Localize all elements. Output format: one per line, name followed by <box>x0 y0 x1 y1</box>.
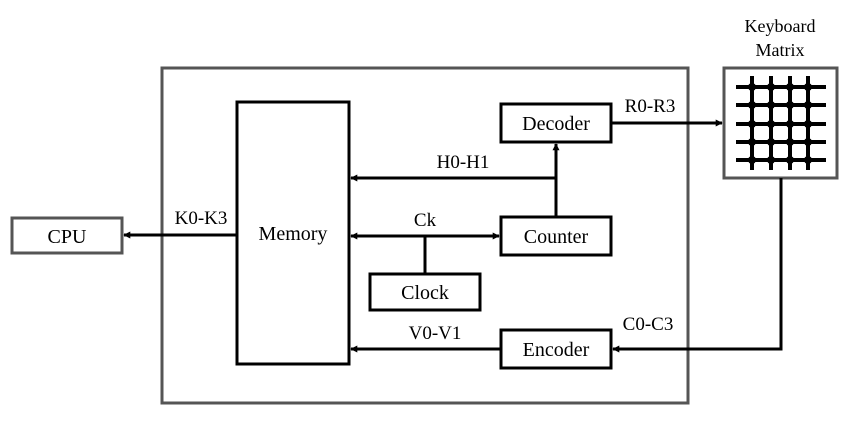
encoder-block: Encoder <box>499 328 613 370</box>
keyboard-matrix: Keyboard Matrix <box>722 16 839 180</box>
clock-block: Clock <box>368 272 482 312</box>
decoder-block: Decoder <box>499 102 613 144</box>
h-bus-label: H0-H1 <box>437 152 490 173</box>
decoder-label: Decoder <box>522 113 590 135</box>
c-bus-arrow <box>612 178 783 353</box>
clock-label: Clock <box>401 282 449 304</box>
h-bus-arrow <box>350 174 558 217</box>
ck-label: Ck <box>414 210 437 231</box>
k-bus-label: K0-K3 <box>175 208 228 229</box>
c-bus-label: C0-C3 <box>623 314 674 335</box>
cpu-label: CPU <box>48 226 87 248</box>
counter-block: Counter <box>499 215 613 257</box>
memory-block: Memory <box>235 100 351 366</box>
encoder-label: Encoder <box>523 339 590 361</box>
keyboard-title-line2: Matrix <box>756 40 805 60</box>
cpu-block: CPU <box>10 216 124 255</box>
counter-label: Counter <box>524 226 589 248</box>
v-bus-label: V0-V1 <box>409 323 462 344</box>
keyboard-title-line1: Keyboard <box>745 16 816 36</box>
r-bus-label: R0-R3 <box>625 96 676 117</box>
memory-label: Memory <box>259 223 328 245</box>
